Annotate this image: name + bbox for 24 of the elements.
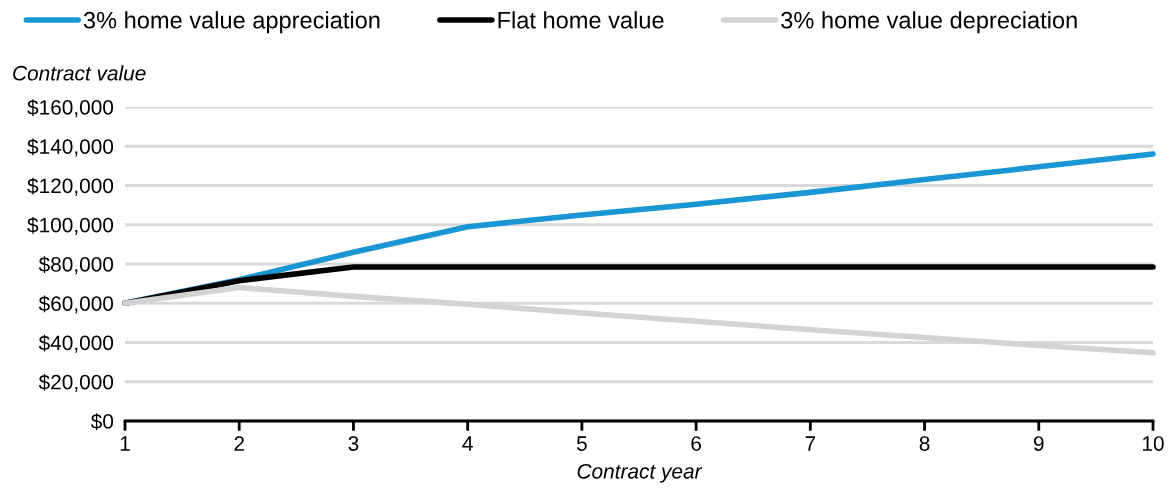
x-tick-label: 5 <box>576 436 587 451</box>
y-tick-label: $100,000 <box>27 216 114 235</box>
legend-label: 3% home value appreciation <box>83 11 380 34</box>
x-tick-label: 8 <box>919 436 930 451</box>
x-tick-label: 2 <box>234 436 244 451</box>
x-tick-label: 1 <box>120 436 130 451</box>
x-tick-label: 6 <box>691 436 701 451</box>
y-tick-label: $140,000 <box>27 138 114 157</box>
legend-label: Flat home value <box>498 11 664 29</box>
x-tick-label: 4 <box>462 436 473 451</box>
x-tick-label: 9 <box>1033 436 1044 451</box>
y-tick-label: $80,000 <box>38 256 114 275</box>
y-tick-label: $20,000 <box>38 373 114 392</box>
y-tick-label: $0 <box>90 413 114 430</box>
x-axis-title: Contract year <box>577 463 703 483</box>
y-axis-title: Contract value <box>13 65 146 81</box>
x-tick-label: 10 <box>1143 436 1164 451</box>
y-tick-label: $40,000 <box>38 334 114 353</box>
x-tick-label: 3 <box>348 436 359 451</box>
y-tick-label: $120,000 <box>27 177 114 196</box>
legend-label: 3% home value depreciation <box>781 11 1077 34</box>
y-tick-label: $160,000 <box>27 99 114 118</box>
y-tick-label: $60,000 <box>38 295 114 314</box>
x-tick-label: 7 <box>805 436 816 451</box>
